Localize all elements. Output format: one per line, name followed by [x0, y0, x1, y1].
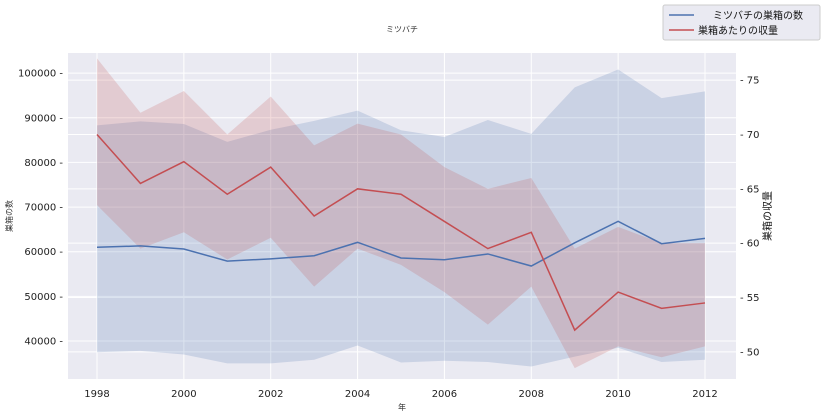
x-axis-ticks: 1998 2000 2002 2004 2006 2008 2010 2012: [84, 389, 717, 400]
y-left-tick-label: 80000 -: [24, 158, 63, 169]
y-right-tick-label: - 65: [740, 184, 760, 195]
y-right-tick-label: - 50: [740, 347, 760, 358]
y-left-tick-label: 60000 -: [24, 247, 63, 258]
line-series-1: [96, 134, 706, 332]
band-series-0: [97, 69, 705, 367]
x-tick-label: 2002: [258, 389, 283, 400]
plot-background: [68, 53, 736, 379]
x-tick-label: 2010: [605, 389, 630, 400]
y-axis-right-label: 巣箱の収量: [761, 191, 774, 241]
band-series-1: [97, 58, 705, 369]
y-left-tick-label: 50000 -: [24, 292, 63, 303]
y-right-tick-label: - 60: [740, 239, 760, 250]
x-axis-label: 年: [398, 402, 406, 412]
y-right-tick-label: - 55: [740, 293, 760, 304]
x-tick-label: 2012: [692, 389, 717, 400]
series-lines: [96, 134, 706, 332]
y-left-tick-label: 100000 -: [18, 69, 63, 80]
x-tick-label: 2006: [432, 389, 457, 400]
y-axis-left-label: 巣箱の数: [4, 200, 14, 232]
x-tick-label: 2008: [519, 389, 544, 400]
legend-label-hives: ミツバチの巣箱の数: [713, 9, 803, 22]
y-left-tick-label: 70000 -: [24, 203, 63, 214]
x-tick-label: 2000: [171, 389, 196, 400]
y-right-tick-label: - 75: [740, 76, 760, 87]
y-axis-left-ticks: 40000 - 50000 - 60000 - 70000 - 80000 - 90000…: [18, 69, 63, 348]
x-tick-label: 2004: [345, 389, 370, 400]
legend: ミツバチの巣箱の数 巣箱あたりの収量: [662, 4, 821, 41]
confidence-bands: [97, 58, 705, 369]
y-left-tick-label: 90000 -: [24, 113, 63, 124]
y-axis-right-ticks: - 50 - 55 - 60 - 65 - 70 - 75: [740, 76, 760, 359]
y-left-tick-label: 40000 -: [24, 337, 63, 348]
legend-box: [662, 4, 821, 41]
legend-label-yield: 巣箱あたりの収量: [698, 24, 778, 37]
chart-title: ミツバチ: [386, 25, 418, 34]
line-series-0: [96, 220, 706, 267]
x-tick-label: 1998: [84, 389, 109, 400]
gridlines: [68, 53, 736, 379]
y-right-tick-label: - 70: [740, 130, 760, 141]
